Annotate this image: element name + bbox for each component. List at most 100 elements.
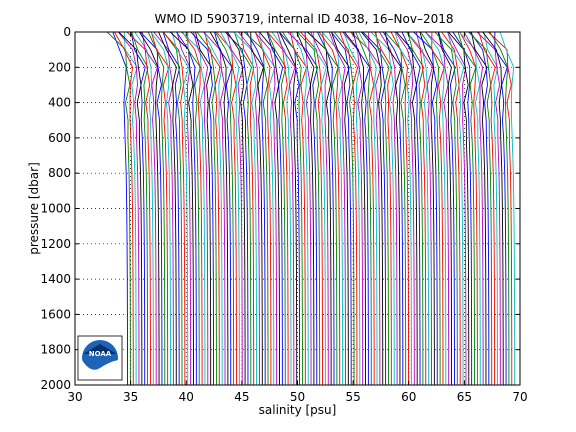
profile-line (330, 32, 352, 385)
profile-line (406, 32, 430, 385)
profile-line (457, 32, 477, 385)
profile-line (463, 32, 484, 385)
profile-line (382, 32, 404, 385)
profile-line (358, 32, 378, 385)
profile-line (415, 32, 434, 385)
profile-line (209, 32, 229, 385)
profile-line (158, 32, 177, 385)
profile-line (317, 32, 335, 385)
profile-line (180, 32, 206, 385)
profile-line (224, 32, 249, 385)
profile-line (405, 32, 427, 385)
profile-line (379, 32, 398, 385)
profile-line (126, 32, 151, 385)
profile-line (226, 32, 246, 385)
profile-line (321, 32, 339, 385)
profile-line (318, 32, 341, 385)
profile-line (425, 32, 450, 385)
profile-line (395, 32, 415, 385)
x-tick-label: 35 (123, 390, 138, 404)
profile-line (282, 32, 303, 385)
profile-line (482, 32, 504, 385)
profile-line (419, 32, 435, 385)
profile-line (134, 32, 154, 385)
x-tick-label: 65 (457, 390, 472, 404)
profile-line (458, 32, 481, 385)
profile-line (296, 32, 315, 385)
profile-line (420, 32, 441, 385)
profile-line (350, 32, 375, 385)
profile-line (203, 32, 226, 385)
profile-line (250, 32, 264, 385)
profile-line (441, 32, 461, 385)
profile-line (297, 32, 321, 385)
profile-line (213, 32, 233, 385)
profile-line (190, 32, 214, 385)
profile-line (431, 32, 445, 385)
profile-line (313, 32, 327, 385)
profile-line (434, 32, 458, 385)
y-tick-label: 600 (48, 131, 71, 145)
profile-line (276, 32, 296, 385)
profile-line (307, 32, 332, 385)
y-tick-label: 400 (48, 96, 71, 110)
profile-line (162, 32, 186, 385)
y-tick-label: 1600 (40, 307, 71, 321)
profile-line (140, 32, 163, 385)
profile-line (238, 32, 260, 385)
profile-line (355, 32, 372, 385)
profile-line (487, 32, 513, 385)
profile-line (401, 32, 421, 385)
profile-line (233, 32, 258, 385)
profile-line (499, 32, 516, 385)
profile-line (214, 32, 235, 385)
y-tick-label: 2000 (40, 378, 71, 392)
profile-line (169, 32, 194, 385)
profile-line (289, 32, 308, 385)
profile-line (141, 32, 158, 385)
y-tick-label: 800 (48, 166, 71, 180)
x-tick-label: 60 (401, 390, 416, 404)
profile-line (447, 32, 465, 385)
profile-line (278, 32, 298, 385)
profile-line (163, 32, 183, 385)
profile-line (384, 32, 407, 385)
profile-line (181, 32, 203, 385)
profile-line (370, 32, 395, 385)
profile-line (112, 32, 128, 385)
profile-line (452, 32, 473, 385)
profile-line (106, 32, 131, 385)
y-tick-label: 1800 (40, 343, 71, 357)
x-tick-label: 45 (234, 390, 249, 404)
profile-line (362, 32, 387, 385)
profiles (106, 32, 516, 385)
profile-line (192, 32, 209, 385)
profile-line (176, 32, 197, 385)
profile-line (321, 32, 344, 385)
x-axis-label: salinity [psu] (259, 403, 337, 417)
profile-line (233, 32, 252, 385)
profile-line (287, 32, 312, 385)
profile-line (118, 32, 143, 385)
profile-line (176, 32, 192, 385)
profile-line (117, 32, 140, 385)
profile-line (339, 32, 359, 385)
profile-line (215, 32, 237, 385)
profile-line (448, 32, 470, 385)
profile-line (328, 32, 346, 385)
profile-line (375, 32, 390, 385)
profile-line (344, 32, 366, 385)
profile-line (478, 32, 496, 385)
profile-line (342, 32, 364, 385)
profile-line (390, 32, 409, 385)
profile-line (243, 32, 269, 385)
noaa-logo: NOAA (77, 335, 123, 381)
y-tick-label: 1200 (40, 237, 71, 251)
profile-line (291, 32, 309, 385)
profile-line (489, 32, 510, 385)
profile-line (204, 32, 221, 385)
profile-line (384, 32, 402, 385)
x-tick-label: 30 (67, 390, 82, 404)
profile-line (246, 32, 266, 385)
y-axis-label: pressure [dbar] (27, 162, 41, 255)
